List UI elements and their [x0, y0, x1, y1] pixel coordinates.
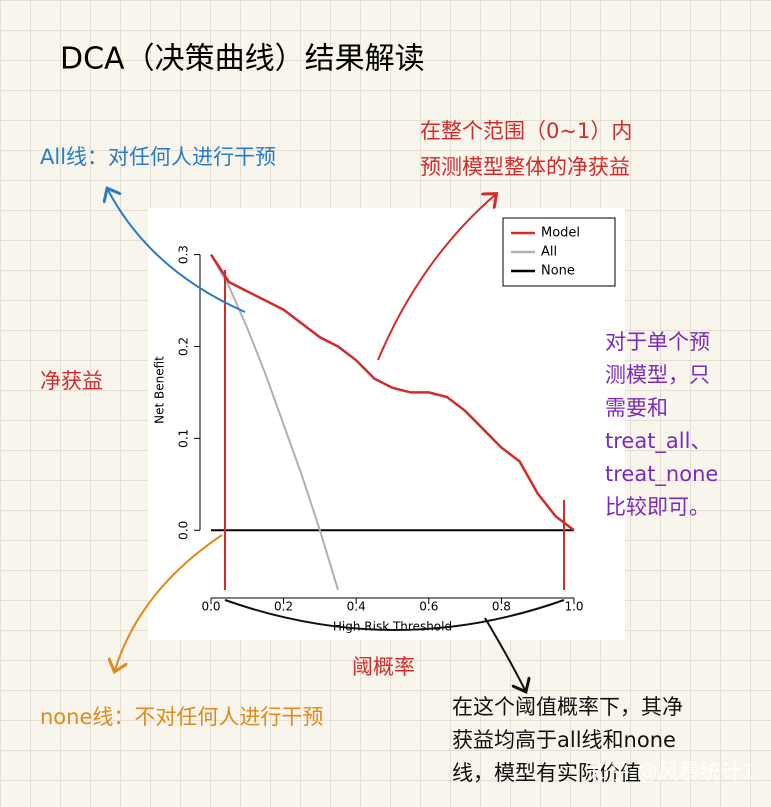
series-line: [210, 254, 340, 591]
annotation: 需要和: [605, 396, 668, 420]
series-line: [209, 253, 575, 532]
y-tick-label: 0.0: [177, 521, 191, 540]
annotation: none线：不对任何人进行干预: [40, 705, 323, 729]
y-tick-label: 0.1: [177, 429, 191, 448]
annotation: 测模型，只: [605, 363, 710, 387]
x-tick-label: 0.2: [274, 600, 293, 614]
annotation: 线，模型有实际价值: [452, 761, 641, 785]
y-tick-label: 0.2: [177, 337, 191, 356]
x-tick-label: 0.4: [347, 600, 366, 614]
annotation: treat_none: [605, 462, 718, 487]
bracket: [224, 599, 565, 631]
annotation: 在这个阈值概率下，其净: [452, 695, 683, 719]
annotation: 比较即可。: [605, 495, 710, 519]
annotation: 知乎 @风暴统计1: [588, 760, 755, 784]
annotation: 获益均高于all线和none: [452, 728, 676, 752]
x-axis-label: High Risk Threshold: [333, 620, 452, 634]
arrow: [484, 617, 525, 690]
legend-label: Model: [541, 226, 580, 241]
arrow: [377, 195, 495, 361]
annotation: 在整个范围（0~1）内: [420, 119, 632, 143]
arrow: [108, 190, 246, 313]
x-tick-label: 1.0: [564, 600, 583, 614]
legend-label: All: [541, 245, 557, 260]
legend-label: None: [541, 264, 575, 279]
x-tick-label: 0.6: [419, 600, 438, 614]
annotation: All线：对任何人进行干预: [40, 145, 276, 169]
x-tick-label: 0.8: [492, 600, 511, 614]
y-tick-label: 0.3: [177, 245, 191, 264]
chart: 0.0 0.1 0.2 0.3 0.0 0.2 0.4 0.6 0.8 1.0 High Risk …: [153, 217, 616, 634]
annotation: treat_all、: [605, 429, 711, 454]
annotation: 净获益: [40, 369, 103, 393]
arrow: [115, 534, 223, 670]
y-axis-label: Net Benefit: [153, 356, 167, 424]
annotation: 预测模型整体的净获益: [420, 155, 630, 179]
annotation: 阈概率: [352, 655, 415, 679]
decorations: [108, 190, 565, 690]
x-tick-label: 0.0: [201, 600, 220, 614]
annotation: 对于单个预: [605, 330, 710, 354]
title: DCA（决策曲线）结果解读: [60, 42, 425, 77]
